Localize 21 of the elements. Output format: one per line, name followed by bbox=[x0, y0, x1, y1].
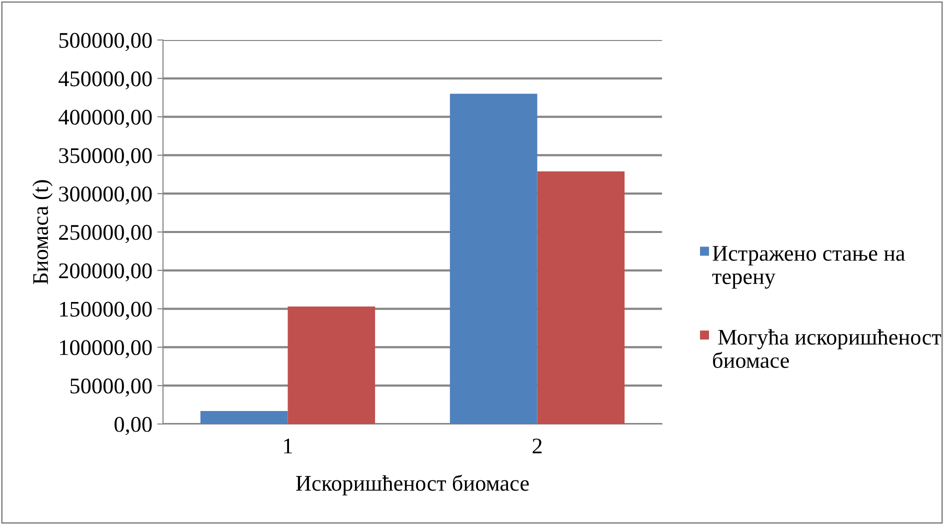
legend-label: Могућа искоришћеност биомасе bbox=[713, 329, 942, 368]
y-tick-label: 200000,00 bbox=[59, 263, 152, 282]
y-tick-label: 150000,00 bbox=[60, 302, 152, 320]
x-tick-label: 2 bbox=[532, 438, 542, 454]
bar bbox=[200, 410, 288, 424]
y-tick-label: 0,00 bbox=[114, 416, 152, 436]
y-tick-label: 500000,00 bbox=[59, 32, 152, 52]
y-tick-label: 300000,00 bbox=[59, 186, 152, 205]
y-tick-label: 400000,00 bbox=[58, 110, 152, 128]
y-axis-title: Биомаса (t) bbox=[32, 180, 53, 284]
x-axis-title: Искоришћеност биомасе bbox=[296, 474, 529, 496]
y-tick-label: 100000,00 bbox=[60, 340, 152, 358]
bar bbox=[537, 171, 625, 424]
bar bbox=[288, 306, 376, 424]
y-tick-label: 450000,00 bbox=[58, 71, 152, 90]
x-tick-label: 1 bbox=[284, 438, 292, 454]
y-tick-label: 250000,00 bbox=[59, 224, 152, 244]
y-tick-label: 50000,00 bbox=[70, 378, 152, 397]
legend-label: Истражено стање на терену bbox=[712, 246, 905, 289]
bar bbox=[450, 94, 538, 424]
y-tick-label: 350000,00 bbox=[59, 148, 152, 166]
